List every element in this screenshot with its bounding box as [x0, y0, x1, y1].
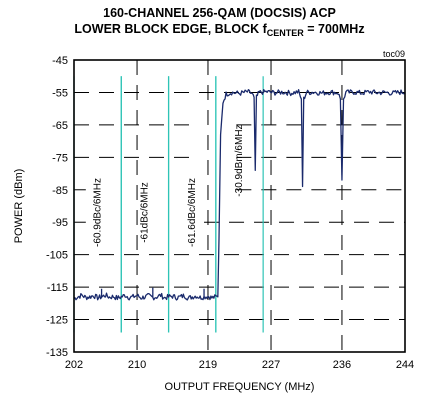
spectrum-trace: [73, 88, 406, 301]
x-tick-label: 227: [262, 359, 280, 371]
x-tick-labels: 202 210 219 227 236 244: [65, 359, 414, 371]
y-tick-label: -135: [46, 347, 68, 359]
y-tick-label: -45: [52, 55, 68, 67]
x-tick-label: 202: [65, 359, 83, 371]
band-annotation: -60.9dBc/6MHz: [92, 178, 103, 247]
y-tick-label: -65: [52, 120, 68, 132]
band-annotation: -61dBc/6MHz: [140, 182, 151, 243]
chart-title-line2-prefix: LOWER BLOCK EDGE, BLOCK f: [74, 22, 267, 36]
y-tick-labels: -45 -55 -65 -75 -85 -95 -105 -115 -125 -135: [46, 55, 68, 359]
y-tick-label: -75: [52, 152, 68, 164]
y-tick-label: -55: [52, 87, 68, 99]
y-tick-label: -85: [52, 185, 68, 197]
y-tick-label: -115: [47, 282, 68, 294]
y-tick-label: -95: [52, 217, 68, 229]
figure-code: toc09: [383, 49, 405, 59]
chart-title-line2: LOWER BLOCK EDGE, BLOCK fCENTER = 700MHz: [0, 22, 439, 38]
x-tick-label: 219: [199, 359, 217, 371]
chart-title-line1: 160-CHANNEL 256-QAM (DOCSIS) ACP: [103, 6, 336, 20]
y-axis-label: POWER (dBm): [13, 169, 25, 244]
x-tick-label: 236: [333, 359, 351, 371]
grid-lines: [74, 60, 405, 352]
chart-title-line2-subscript: CENTER: [266, 28, 304, 38]
y-tick-label: -105: [46, 250, 68, 262]
band-annotation: -61.6dBc/6MHz: [187, 178, 198, 247]
chart-title-line2-suffix: = 700MHz: [303, 22, 365, 36]
x-tick-label: 210: [128, 359, 146, 371]
band-annotation: -30.9dBm/6MHz: [234, 124, 245, 196]
x-tick-label: 244: [396, 359, 414, 371]
y-tick-label: -125: [46, 315, 68, 327]
x-axis-label: OUTPUT FREQUENCY (MHz): [165, 381, 315, 393]
plot-frame: [73, 59, 406, 353]
band-annotations: -60.9dBc/6MHz -61dBc/6MHz -61.6dBc/6MHz -30…: [92, 124, 245, 246]
